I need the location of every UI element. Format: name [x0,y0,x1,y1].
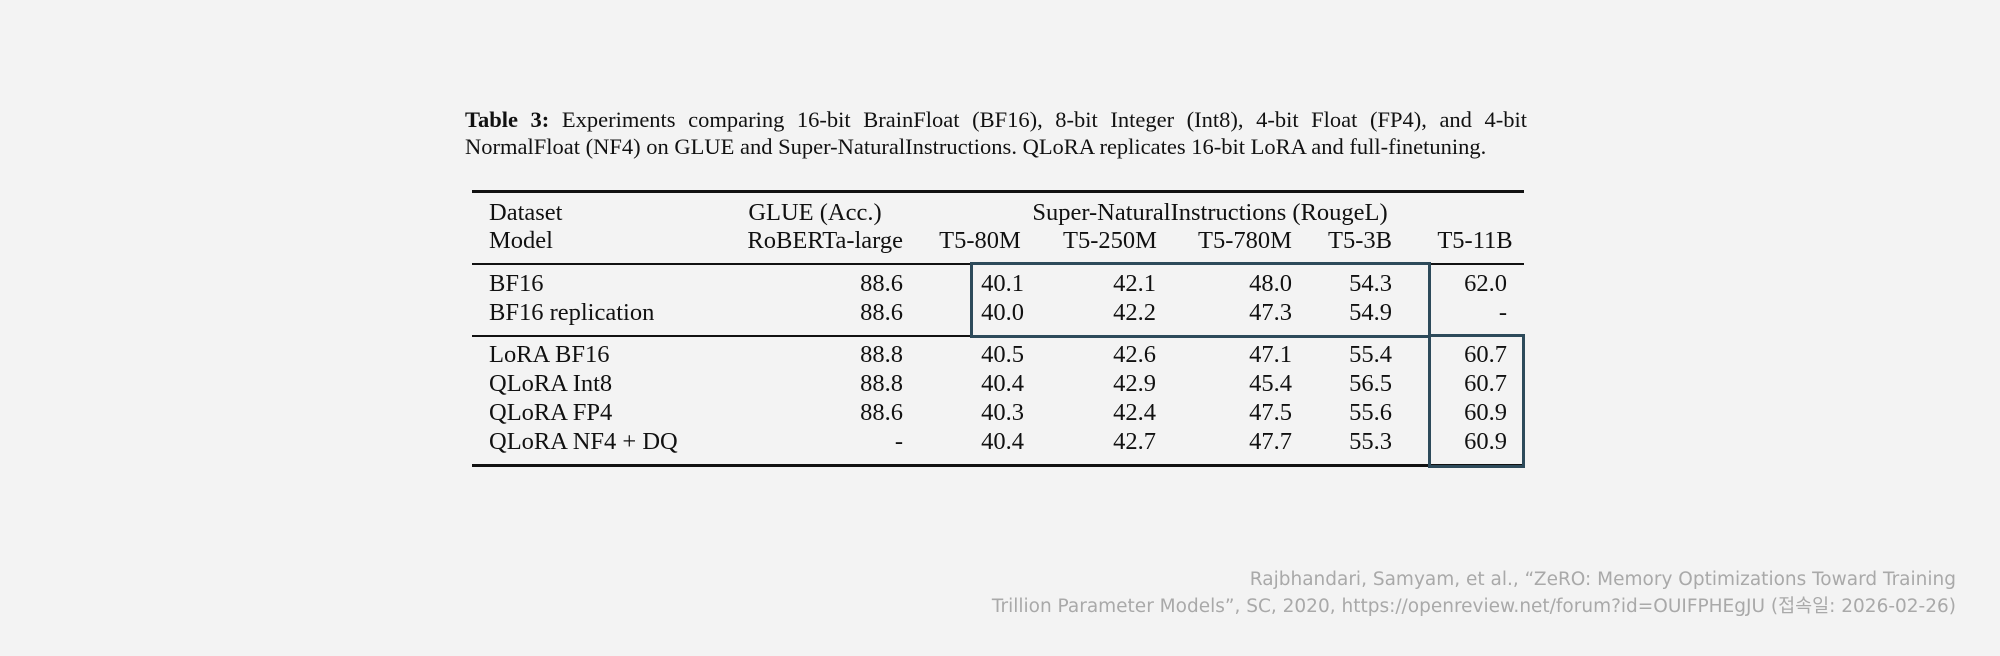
table-cell: - [1498,299,1507,326]
table-cell: 60.7 [1464,341,1507,368]
table-cell: 88.6 [860,399,903,426]
table-cell: 56.5 [1349,370,1392,397]
row-model-label: BF16 replication [489,299,655,326]
bottom-rule [472,464,1524,467]
table-cell: 88.8 [860,341,903,368]
table-cell: 88.6 [860,270,903,297]
row-model-label: LoRA BF16 [489,341,610,368]
table-cell: 88.8 [860,370,903,397]
reference-line-2: Trillion Parameter Models”, SC, 2020, ht… [991,596,1956,617]
row-model-label: BF16 [489,270,544,297]
model-header: Model [489,227,553,254]
table-cell: 40.3 [981,399,1024,426]
highlight-box-small-models [970,262,1431,338]
table-cell: 55.4 [1349,341,1392,368]
table-cell: 42.6 [1113,341,1156,368]
reference-citation: Rajbhandari, Samyam, et al., “ZeRO: Memo… [992,566,1956,620]
top-rule [472,190,1524,193]
table-cell: 42.9 [1113,370,1156,397]
table-cell: 42.1 [1113,270,1156,297]
table-cell: 62.0 [1464,270,1507,297]
caption-label: Table 3: [465,107,550,132]
table-cell: 54.3 [1349,270,1392,297]
table-cell: 45.4 [1249,370,1292,397]
highlight-box-t5-11b [1428,334,1525,468]
column-header: T5-780M [1198,227,1292,254]
table-cell: 40.0 [981,299,1024,326]
column-header: T5-3B [1328,227,1392,254]
table-cell: 47.1 [1249,341,1292,368]
table-cell: 47.3 [1249,299,1292,326]
table-caption: Table 3: Experiments comparing 16-bit Br… [465,106,1527,160]
table-cell: 40.4 [981,370,1024,397]
table-cell: 47.7 [1249,428,1292,455]
table-cell: 88.6 [860,299,903,326]
table-cell: 40.4 [981,428,1024,455]
column-header: T5-250M [1063,227,1157,254]
table-cell: 60.7 [1464,370,1507,397]
dataset-header: Dataset [489,199,563,226]
caption-text: Experiments comparing 16-bit BrainFloat … [465,107,1527,159]
row-model-label: QLoRA Int8 [489,370,613,397]
reference-line-1: Rajbhandari, Samyam, et al., “ZeRO: Memo… [1249,569,1956,590]
table-cell: 48.0 [1249,270,1292,297]
table-cell: 60.9 [1464,399,1507,426]
table-cell: 42.4 [1113,399,1156,426]
table-cell: 55.3 [1349,428,1392,455]
table-cell: 42.7 [1113,428,1156,455]
row-model-label: QLoRA FP4 [489,399,613,426]
row-model-label: QLoRA NF4 + DQ [489,428,678,455]
table-cell: 54.9 [1349,299,1392,326]
sni-group-header: Super-NaturalInstructions (RougeL) [1032,199,1388,226]
table-cell: - [894,428,903,455]
table-cell: 47.5 [1249,399,1292,426]
table-cell: 42.2 [1113,299,1156,326]
table-cell: 55.6 [1349,399,1392,426]
column-header: RoBERTa-large [747,227,903,254]
table-cell: 60.9 [1464,428,1507,455]
table-cell: 40.5 [981,341,1024,368]
glue-group-header: GLUE (Acc.) [748,199,882,226]
table-cell: 40.1 [981,270,1024,297]
column-header: T5-11B [1437,227,1513,254]
column-header: T5-80M [939,227,1021,254]
